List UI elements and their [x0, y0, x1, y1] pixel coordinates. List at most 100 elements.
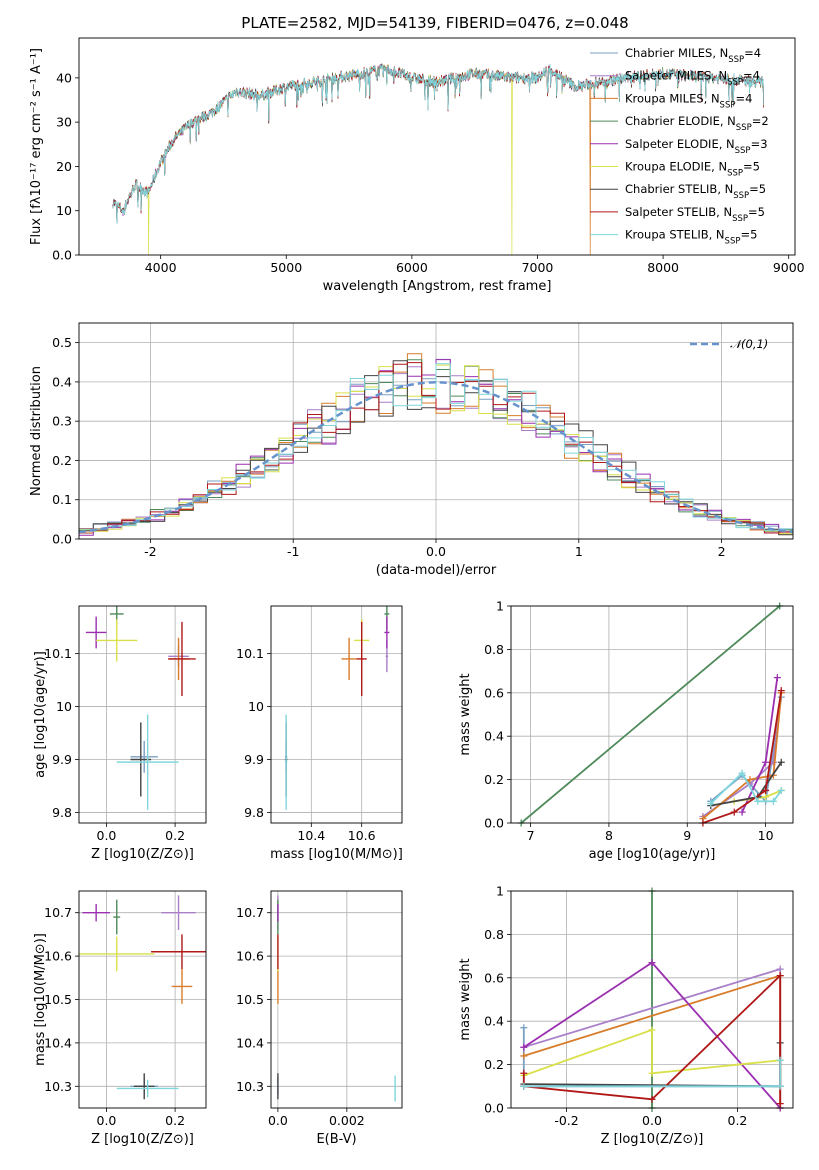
histogram-step: [79, 362, 793, 534]
y-tick-label: 0.6: [484, 970, 504, 985]
y-tick-label: 10.5: [236, 992, 264, 1007]
y-axis-label: age [log10(age/yr)]: [33, 651, 48, 778]
y-tick-label: 10.7: [236, 905, 264, 920]
x-tick-label: 10.4: [297, 828, 325, 843]
legend-entry: Chabrier STELIB, NSSP=5: [625, 182, 766, 201]
x-tick-label: 0.2: [165, 1113, 185, 1128]
massweight-series-line: [523, 1028, 781, 1077]
y-tick-label: 0.2: [484, 772, 504, 787]
x-axis-label: mass [log10(M/M⊙)]: [270, 847, 403, 862]
massweight-series-line: [702, 690, 783, 823]
axes-frame: [78, 322, 794, 540]
x-tick-label: 0.2: [165, 828, 185, 843]
legend-entry: Salpeter STELIB, NSSP=5: [625, 205, 765, 224]
legend-subscript: SSP: [735, 146, 751, 156]
axes-frame: [78, 890, 207, 1109]
x-tick-label: 0.002: [329, 1113, 365, 1128]
data-marker: [648, 1095, 656, 1103]
y-axis-label: Normed distribution: [29, 366, 44, 496]
y-tick-label: 9.8: [244, 805, 264, 820]
x-tick-label: 0.0: [97, 828, 117, 843]
y-tick-label: 0.1: [52, 492, 72, 507]
data-marker: [730, 808, 738, 816]
y-tick-label: 10.6: [44, 949, 72, 964]
x-tick-label: 0.2: [728, 1113, 748, 1128]
x-tick-label: 5000: [270, 260, 302, 275]
y-tick-label: 10: [248, 699, 264, 714]
y-tick-label: 10.4: [236, 1035, 264, 1050]
y-tick-label: 0.8: [484, 927, 504, 942]
y-tick-label: 20: [56, 159, 72, 174]
legend-subscript: SSP: [720, 100, 736, 110]
data-marker: [776, 1100, 784, 1108]
legend-subscript: SSP: [736, 123, 752, 133]
massweight-series-line: [520, 606, 781, 823]
x-tick-label: 0.0: [268, 1113, 288, 1128]
age-vs-mass-axes: 10.4 10.6 9.8 9.9 10 10.1 mass [log10(M/M⊙)]: [236, 605, 403, 862]
x-tick-label: 7000: [522, 260, 554, 275]
legend-entry: Kroupa STELIB, NSSP=5: [625, 228, 757, 247]
data-marker: [776, 1082, 784, 1090]
y-tick-label: 0.4: [484, 729, 504, 744]
data-marker: [746, 776, 754, 784]
y-tick-label: 0.5: [52, 335, 72, 350]
legend-entry: Kroupa ELODIE, NSSP=5: [625, 160, 760, 179]
data-marker: [777, 786, 785, 794]
mass-vs-EBV-axes: 0.0 0.002 10.3 10.4 10.5 10.6 10.7 E(B-V): [236, 890, 403, 1147]
data-marker: [776, 1056, 784, 1064]
data-marker: [520, 1024, 528, 1032]
data-marker: [738, 769, 746, 777]
x-tick-label: 6000: [396, 260, 428, 275]
x-tick-label: -0.2: [554, 1113, 578, 1128]
data-marker: [520, 1069, 528, 1077]
data-marker: [762, 793, 770, 801]
data-marker: [776, 965, 784, 973]
y-tick-label: 10.7: [44, 905, 72, 920]
y-tick-label: 10.3: [236, 1079, 264, 1094]
figure-title: PLATE=2582, MJD=54139, FIBERID=0476, z=0…: [241, 14, 628, 32]
data-marker: [769, 758, 777, 766]
y-tick-label: 0.4: [52, 374, 72, 389]
x-tick-label: -2: [144, 544, 156, 559]
residuals-axes: -2 -1 0.0 1 2 0.0 0.1 0.2 0.3 0.4 0.5 (data-model)/…: [29, 322, 794, 578]
data-marker: [520, 1052, 528, 1060]
x-tick-label: 0.0: [97, 1113, 117, 1128]
axes-frame: [270, 605, 403, 824]
y-axis-label: Flux [fλ10⁻¹⁷ erg cm⁻² s⁻¹ A⁻¹]: [29, 48, 44, 245]
x-tick-label: 4000: [145, 260, 177, 275]
y-tick-label: 10.1: [236, 646, 264, 661]
y-tick-label: 0.0: [484, 1101, 504, 1116]
normal-reference-curve: [78, 381, 794, 534]
y-tick-label: 10: [56, 203, 72, 218]
data-marker: [762, 758, 770, 766]
axes-frame: [270, 890, 403, 1109]
x-tick-label: 1: [575, 544, 583, 559]
x-tick-label: 8000: [647, 260, 679, 275]
axes-frame: [510, 605, 794, 824]
y-tick-label: 0.2: [484, 1057, 504, 1072]
y-tick-label: 10.3: [44, 1079, 72, 1094]
y-tick-label: 0.6: [484, 685, 504, 700]
legend-subscript: SSP: [725, 237, 741, 247]
x-axis-label: Z [log10(Z/Z⊙)]: [91, 847, 194, 862]
data-marker: [777, 758, 785, 766]
data-marker: [762, 786, 770, 794]
y-tick-label: 0.0: [52, 532, 72, 547]
spectrum-series-line: [112, 64, 764, 224]
y-tick-label: 1: [496, 884, 504, 899]
x-tick-label: 7: [527, 828, 535, 843]
massweight-vs-age-axes: 7 8 9 10 0.0 0.2 0.4 0.6 0.8 1 age [log10(age/yr)]…: [458, 599, 794, 862]
data-marker: [773, 674, 781, 682]
data-marker: [777, 687, 785, 695]
legend-entry: Salpeter ELODIE, NSSP=3: [625, 137, 768, 156]
x-axis-label: wavelength [Angstrom, rest frame]: [323, 279, 552, 294]
y-tick-label: 0.0: [484, 816, 504, 831]
legend-entry: Chabrier ELODIE, NSSP=2: [625, 114, 769, 133]
histogram-step: [79, 363, 793, 531]
axes-frame: [78, 37, 796, 256]
legend-subscript: SSP: [728, 55, 744, 65]
x-tick-label: 10: [758, 828, 774, 843]
x-axis-label: E(B-V): [316, 1132, 356, 1147]
legend-subscript: SSP: [732, 214, 748, 224]
x-tick-label: 0.0: [642, 1113, 662, 1128]
